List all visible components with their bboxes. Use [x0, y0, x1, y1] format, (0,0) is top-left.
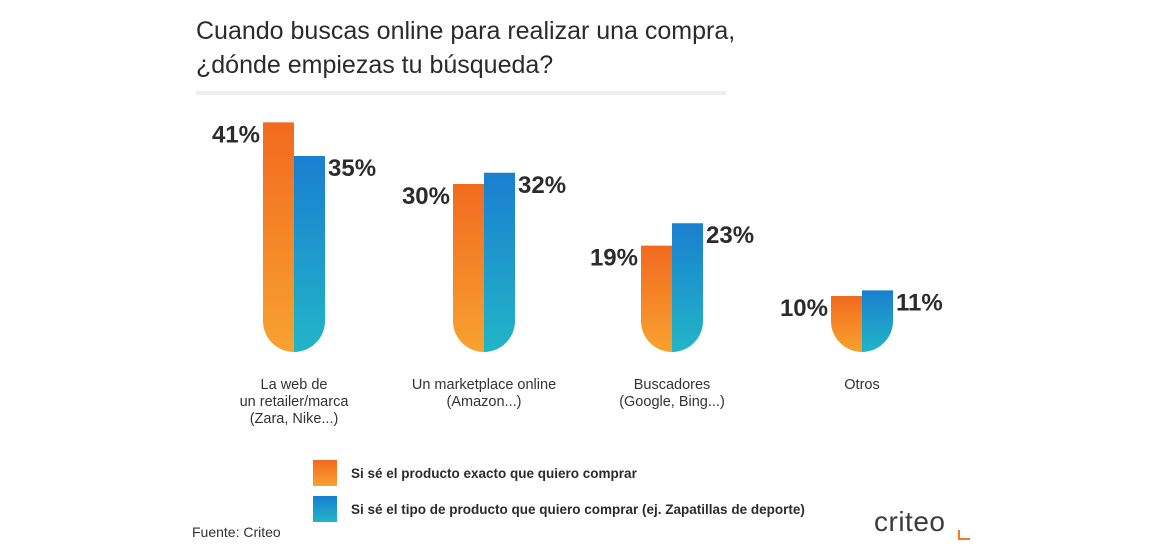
- category-label-1-line-0: Un marketplace online: [411, 377, 557, 393]
- chart-title: Cuando buscas online para realizar una c…: [196, 14, 836, 82]
- bar-exact-2: [641, 245, 672, 352]
- value-label-exact-1: 30%: [402, 183, 450, 210]
- legend: Si sé el producto exacto que quiero comp…: [313, 460, 805, 532]
- value-label-type-0: 35%: [328, 155, 376, 182]
- category-label-0: La web de un retailer/marca (Zara, Nike...…: [184, 377, 404, 428]
- criteo-logo: criteo: [874, 506, 946, 537]
- title-divider: [196, 91, 726, 95]
- bar-type-1: [484, 172, 515, 352]
- value-label-exact-0: 41%: [212, 121, 260, 148]
- value-label-type-1: 32%: [518, 172, 566, 199]
- legend-label-type: Si sé el tipo de producto que quiero com…: [351, 501, 805, 517]
- category-label-1: Un marketplace online (Amazon...): [374, 377, 594, 411]
- category-label-2-line-1: (Google, Bing...): [619, 394, 725, 410]
- legend-label-exact: Si sé el producto exacto que quiero comp…: [351, 465, 637, 481]
- source-note: Fuente: Criteo: [192, 524, 281, 540]
- legend-item-type: Si sé el tipo de producto que quiero com…: [313, 496, 805, 522]
- value-label-type-2: 23%: [706, 222, 754, 249]
- category-label-1-line-1: (Amazon...): [446, 394, 522, 410]
- category-label-0-line-1: un retailer/marca: [239, 394, 349, 410]
- value-label-exact-2: 19%: [590, 245, 638, 272]
- category-label-2-line-0: Buscadores: [633, 377, 711, 393]
- category-label-2: Buscadores (Google, Bing...): [562, 377, 782, 411]
- bar-exact-0: [263, 122, 294, 353]
- value-label-type-3: 11%: [896, 289, 943, 316]
- criteo-logo-mark: [958, 530, 970, 540]
- legend-swatch-orange: [313, 460, 337, 486]
- title-line-2: ¿dónde empiezas tu búsqueda?: [196, 51, 554, 79]
- category-label-0-line-0: La web de: [260, 377, 328, 393]
- value-label-exact-3: 10%: [780, 295, 828, 322]
- category-label-3-line-0: Otros: [844, 377, 880, 393]
- category-label-0-line-2: (Zara, Nike...): [249, 411, 339, 427]
- legend-swatch-blue: [313, 496, 337, 522]
- bar-type-0: [294, 156, 325, 352]
- bar-type-2: [672, 223, 703, 352]
- bar-exact-1: [453, 184, 484, 352]
- legend-item-exact: Si sé el producto exacto que quiero comp…: [313, 460, 805, 486]
- bar-exact-3: [831, 296, 862, 352]
- bar-type-3: [862, 290, 893, 352]
- category-label-3: Otros: [752, 377, 972, 394]
- title-line-1: Cuando buscas online para realizar una c…: [196, 17, 736, 45]
